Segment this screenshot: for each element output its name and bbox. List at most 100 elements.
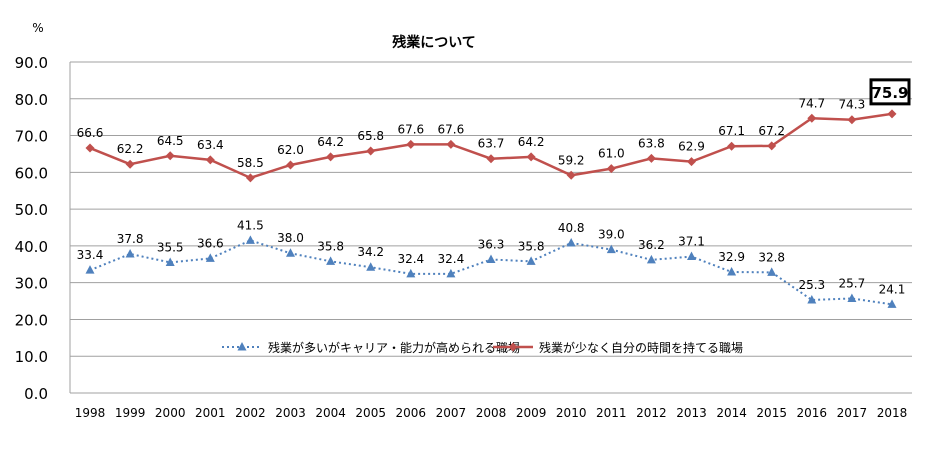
data-label: 59.2: [558, 153, 585, 167]
x-tick-label: 2018: [877, 406, 908, 420]
x-tick-label: 2006: [396, 406, 427, 420]
data-label: 62.2: [117, 142, 144, 156]
triangle-marker: [847, 293, 857, 302]
diamond-marker: [606, 164, 616, 174]
y-tick-label: 90.0: [15, 54, 48, 72]
data-label: 66.6: [77, 126, 104, 140]
data-label: 38.0: [277, 231, 304, 245]
x-tick-label: 2010: [556, 406, 587, 420]
data-label: 63.4: [197, 138, 224, 152]
triangle-marker: [406, 268, 416, 278]
diamond-marker: [807, 113, 817, 123]
x-tick-label: 2004: [315, 406, 346, 420]
diamond-marker: [727, 141, 737, 151]
data-label: 63.8: [638, 136, 665, 150]
y-tick-label: 50.0: [15, 201, 48, 219]
diamond-marker: [847, 115, 857, 125]
triangle-marker: [205, 253, 215, 262]
data-label: 62.9: [678, 140, 705, 154]
triangle-marker: [727, 267, 737, 276]
data-label: 35.5: [157, 240, 184, 254]
diamond-marker: [125, 159, 135, 169]
x-tick-label: 1998: [75, 406, 106, 420]
data-label: 32.4: [397, 252, 424, 266]
data-label: 67.1: [718, 124, 745, 138]
data-label: 63.7: [478, 137, 505, 151]
x-tick-label: 2007: [436, 406, 467, 420]
triangle-marker: [687, 251, 696, 261]
data-label: 37.1: [678, 235, 705, 249]
triangle-marker: [526, 256, 536, 265]
triangle-marker: [237, 342, 247, 351]
triangle-marker: [125, 248, 135, 258]
triangle-marker: [366, 262, 376, 271]
y-tick-label: 10.0: [15, 348, 48, 366]
data-label: 62.0: [277, 143, 304, 157]
triangle-marker: [887, 299, 897, 308]
data-label: 32.9: [718, 250, 745, 264]
data-label: 36.3: [478, 237, 505, 251]
x-tick-label: 2016: [797, 406, 828, 420]
data-label: 61.0: [598, 147, 625, 161]
diamond-marker: [165, 151, 175, 161]
y-tick-label: 20.0: [15, 311, 48, 329]
y-tick-label: 0.0: [24, 385, 48, 403]
diamond-marker: [566, 170, 576, 180]
x-tick-label: 2017: [837, 406, 868, 420]
y-tick-label: 60.0: [15, 164, 48, 182]
x-tick-label: 1999: [115, 406, 146, 420]
triangle-marker: [566, 237, 576, 247]
legend-label: 残業が少なく自分の時間を持てる職場: [539, 340, 743, 355]
diamond-marker: [205, 155, 215, 165]
diamond-marker: [446, 139, 456, 149]
y-tick-label: 70.0: [15, 128, 48, 146]
diamond-marker: [85, 143, 95, 153]
diamond-marker: [508, 342, 518, 352]
data-label: 33.4: [77, 248, 104, 262]
triangle-marker: [326, 256, 336, 265]
y-axis-unit: %: [32, 21, 43, 35]
data-label: 74.3: [839, 98, 866, 112]
chart-title: 残業について: [392, 34, 476, 51]
triangle-marker: [85, 265, 95, 274]
diamond-marker: [486, 154, 496, 164]
triangle-marker: [286, 248, 295, 257]
data-label: 40.8: [558, 221, 585, 235]
data-label: 74.7: [798, 96, 825, 110]
diamond-marker: [887, 109, 897, 119]
triangle-marker: [446, 268, 456, 278]
data-label: 32.8: [758, 250, 785, 264]
data-label: 37.8: [117, 232, 144, 246]
y-tick-label: 80.0: [15, 91, 48, 109]
data-label: 41.5: [237, 218, 264, 232]
data-label: 24.1: [879, 282, 906, 296]
data-label: 25.7: [839, 276, 866, 290]
data-label: 36.2: [638, 238, 665, 252]
x-tick-label: 2002: [235, 406, 266, 420]
x-tick-label: 2000: [155, 406, 186, 420]
data-label: 64.2: [518, 135, 545, 149]
triangle-marker: [245, 235, 255, 244]
data-label: 32.4: [438, 252, 465, 266]
x-tick-label: 2014: [716, 406, 747, 420]
data-label: 35.8: [317, 239, 344, 253]
data-label: 58.5: [237, 156, 264, 170]
highlight-box: [869, 78, 911, 106]
data-label-highlight: 75.9: [871, 84, 908, 102]
diamond-marker: [526, 152, 536, 162]
data-label: 34.2: [357, 245, 384, 259]
data-label: 39.0: [598, 228, 625, 242]
triangle-marker: [767, 267, 777, 276]
data-label: 67.6: [397, 122, 424, 136]
data-label: 64.5: [157, 134, 184, 148]
x-tick-label: 2009: [516, 406, 547, 420]
data-label: 67.2: [758, 124, 785, 138]
triangle-marker: [606, 244, 616, 254]
y-tick-label: 30.0: [15, 275, 48, 293]
data-label: 35.8: [518, 239, 545, 253]
data-label: 25.3: [798, 278, 825, 292]
diamond-marker: [687, 157, 696, 167]
triangle-marker: [646, 254, 656, 264]
x-tick-label: 2001: [195, 406, 226, 420]
